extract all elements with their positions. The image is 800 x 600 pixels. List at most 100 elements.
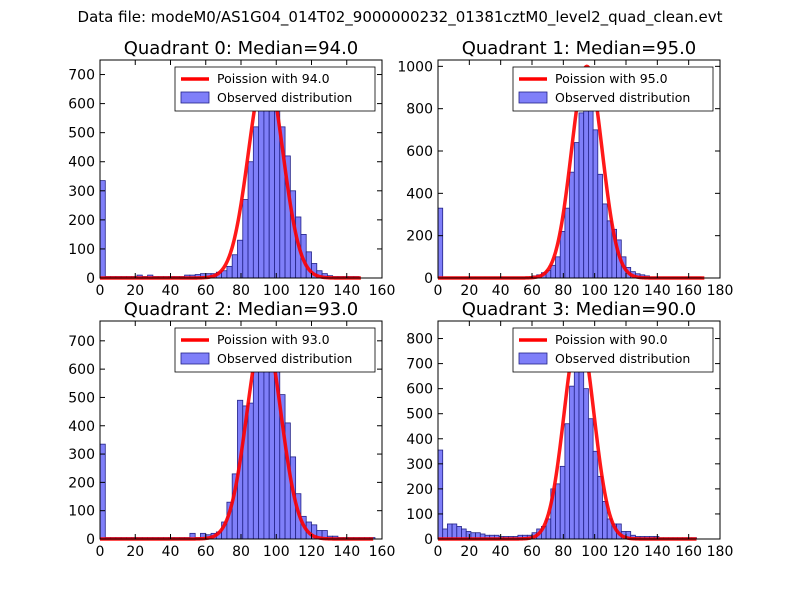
y-tick-label: 300 xyxy=(406,457,433,473)
legend-line-label: Poission with 93.0 xyxy=(217,332,330,347)
histogram-bar xyxy=(573,142,580,279)
x-tick-label: 0 xyxy=(96,544,105,560)
y-tick-label: 300 xyxy=(68,447,95,463)
y-tick-label: 100 xyxy=(406,507,433,523)
legend-line-label: Poission with 90.0 xyxy=(555,332,668,347)
histogram-bar xyxy=(252,126,260,279)
y-tick-label: 700 xyxy=(406,357,433,373)
x-tick-label: 80 xyxy=(554,544,572,560)
x-tick-label: 60 xyxy=(197,283,215,299)
legend-bar-label: Observed distribution xyxy=(217,351,352,366)
legend-bar-swatch xyxy=(518,352,548,365)
histogram-bar xyxy=(258,103,265,279)
chart-title: Quadrant 2: Median=93.0 xyxy=(124,299,359,320)
histogram-bar xyxy=(559,231,566,279)
legend-bar-label: Observed distribution xyxy=(217,90,352,105)
x-tick-label: 160 xyxy=(369,544,396,560)
histogram-bar xyxy=(588,93,594,279)
x-tick-label: 100 xyxy=(581,544,608,560)
y-tick-label: 200 xyxy=(68,213,95,229)
x-tick-label: 20 xyxy=(460,283,478,299)
histogram-bar xyxy=(263,88,270,279)
quadrant-2-chart: 0 20 40 60 80 100 120 140 160 0 100 200 300 400 500 600… xyxy=(68,299,395,560)
histogram-bar xyxy=(564,207,571,279)
histogram-bar xyxy=(583,388,589,540)
histogram-bar xyxy=(237,239,244,279)
y-tick-label: 200 xyxy=(406,482,433,498)
x-tick-label: 180 xyxy=(707,544,734,560)
x-tick-label: 40 xyxy=(492,544,510,560)
legend-box xyxy=(174,66,376,112)
legend-line-label: Poission with 94.0 xyxy=(217,71,330,86)
x-tick-label: 160 xyxy=(369,283,396,299)
histogram-bar xyxy=(456,526,462,540)
x-tick-label: 120 xyxy=(298,544,325,560)
legend-bar-swatch xyxy=(180,91,210,104)
x-tick-label: 140 xyxy=(644,283,671,299)
y-tick-label: 0 xyxy=(424,532,433,548)
histogram-bar xyxy=(583,91,589,279)
histogram-bar xyxy=(263,351,270,540)
y-tick-label: 400 xyxy=(68,155,95,171)
legend-box xyxy=(174,327,376,373)
legend-box xyxy=(512,66,714,112)
histogram-bar xyxy=(559,465,566,540)
x-tick-label: 60 xyxy=(523,544,541,560)
y-tick-label: 600 xyxy=(68,97,95,113)
x-tick-label: 120 xyxy=(298,283,325,299)
histogram-bar xyxy=(569,171,575,279)
quadrant-0-chart: 0 20 40 60 80 100 120 140 160 0 100 200 300 400 500 600… xyxy=(68,38,395,299)
histogram-bar xyxy=(247,402,254,540)
histogram-bar xyxy=(588,418,594,540)
x-tick-label: 40 xyxy=(162,544,180,560)
quadrant-1-chart: 0 20 40 60 80 100 120 140 160 180 0 200 400 600 800 100… xyxy=(397,38,733,299)
x-tick-label: 100 xyxy=(263,544,290,560)
x-tick-label: 140 xyxy=(644,544,671,560)
histogram-bar xyxy=(231,254,238,279)
y-tick-label: 500 xyxy=(406,407,433,423)
x-tick-label: 0 xyxy=(434,544,443,560)
histogram-bar xyxy=(555,256,561,279)
histogram-bar xyxy=(592,450,599,540)
histogram-bar xyxy=(99,443,106,540)
histogram-bar xyxy=(555,483,561,540)
x-tick-label: 160 xyxy=(675,544,702,560)
histogram-bar xyxy=(226,265,233,279)
y-tick-label: 0 xyxy=(86,532,95,548)
y-tick-label: 100 xyxy=(68,242,95,258)
histogram-bar xyxy=(569,385,575,540)
x-tick-label: 60 xyxy=(197,544,215,560)
y-tick-label: 300 xyxy=(68,184,95,200)
y-tick-label: 0 xyxy=(424,271,433,287)
chart-title: Quadrant 1: Median=95.0 xyxy=(462,38,697,59)
histogram-bar xyxy=(252,368,260,540)
x-tick-label: 80 xyxy=(554,283,572,299)
y-tick-label: 0 xyxy=(86,271,95,287)
legend-line-label: Poission with 95.0 xyxy=(555,71,668,86)
y-tick-label: 600 xyxy=(406,144,433,160)
chart-title: Quadrant 3: Median=90.0 xyxy=(462,299,697,320)
y-tick-label: 400 xyxy=(406,432,433,448)
y-tick-label: 200 xyxy=(68,475,95,491)
histogram-bar xyxy=(437,207,444,279)
legend-bar-label: Observed distribution xyxy=(555,90,690,105)
histogram-bar xyxy=(564,423,571,540)
y-tick-label: 600 xyxy=(68,362,95,378)
y-tick-label: 200 xyxy=(406,229,433,245)
x-tick-label: 20 xyxy=(126,544,144,560)
histogram-bar xyxy=(602,203,608,279)
legend-box xyxy=(512,327,714,373)
y-tick-label: 800 xyxy=(406,332,433,348)
x-tick-label: 20 xyxy=(126,283,144,299)
y-tick-label: 500 xyxy=(68,126,95,142)
axes-frame xyxy=(437,320,721,540)
y-tick-label: 400 xyxy=(68,419,95,435)
x-tick-label: 100 xyxy=(581,283,608,299)
histogram-bar xyxy=(451,523,458,540)
x-tick-label: 160 xyxy=(675,283,702,299)
y-tick-label: 600 xyxy=(406,382,433,398)
x-tick-label: 40 xyxy=(162,283,180,299)
y-tick-label: 1000 xyxy=(397,59,433,75)
chart-title: Quadrant 0: Median=94.0 xyxy=(124,38,359,59)
